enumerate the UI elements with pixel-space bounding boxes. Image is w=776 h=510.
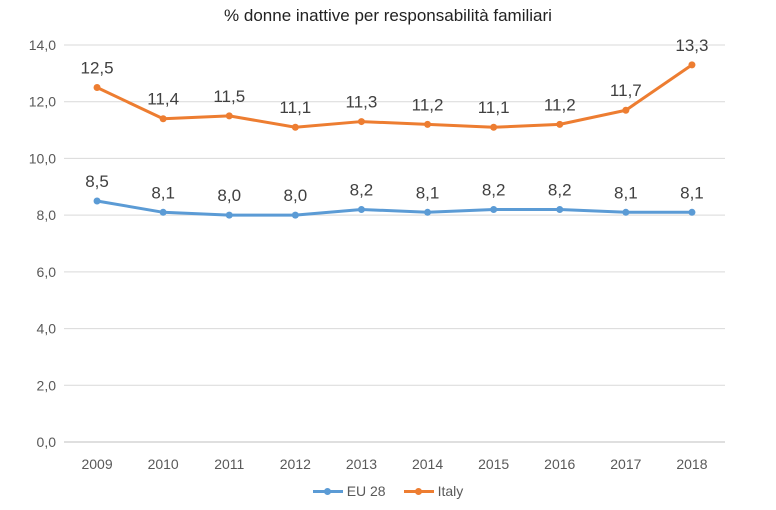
data-label-eu28: 8,0 [217,186,241,205]
data-label-italy: 11,2 [412,95,444,114]
x-tick-label: 2015 [478,456,509,472]
y-tick-label: 2,0 [37,377,57,393]
x-tick-label: 2014 [412,456,443,472]
data-label-italy: 11,7 [610,81,642,100]
data-point-eu28 [556,205,564,213]
x-tick-label: 2017 [610,456,641,472]
data-point-eu28 [688,208,696,216]
chart-title: % donne inattive per responsabilità fami… [224,6,552,25]
legend-label-italy: Italy [437,483,464,499]
x-tick-label: 2016 [544,456,575,472]
data-label-eu28: 8,0 [284,186,308,205]
data-point-italy [622,106,630,114]
data-point-italy [93,84,101,92]
data-point-eu28 [93,197,101,205]
data-point-eu28 [424,208,432,216]
x-tick-label: 2010 [148,456,179,472]
y-tick-label: 12,0 [29,94,56,110]
data-label-italy: 12,5 [81,59,114,78]
data-label-eu28: 8,1 [416,183,440,202]
data-label-italy: 11,1 [478,98,510,117]
x-tick-label: 2012 [280,456,311,472]
x-tick-label: 2011 [214,456,244,472]
data-point-italy [490,123,498,131]
legend-swatch-italy [403,485,434,497]
data-label-italy: 11,5 [213,87,245,106]
legend: EU 28 Italy [0,483,776,499]
legend-item-eu28: EU 28 [312,483,386,499]
data-point-italy [225,112,233,120]
y-tick-label: 10,0 [29,150,56,166]
data-label-eu28: 8,2 [548,180,572,199]
x-tick-label: 2018 [676,456,707,472]
data-label-italy: 11,2 [544,95,576,114]
legend-item-italy: Italy [403,483,464,499]
x-tick-label: 2009 [81,456,112,472]
data-label-eu28: 8,5 [85,172,109,191]
data-point-italy [291,123,299,131]
data-point-italy [159,115,167,123]
y-tick-label: 8,0 [37,207,57,223]
legend-label-eu28: EU 28 [346,483,386,499]
x-tick-label: 2013 [346,456,377,472]
data-label-italy: 11,4 [147,90,179,109]
data-label-eu28: 8,1 [614,183,638,202]
legend-swatch-eu28 [312,485,343,497]
y-tick-label: 4,0 [37,321,57,337]
data-label-eu28: 8,1 [680,183,704,202]
series-line-eu28 [95,199,694,217]
data-point-eu28 [622,208,630,216]
series-line-italy [95,63,694,129]
data-point-eu28 [490,205,498,213]
data-point-eu28 [159,208,167,216]
data-label-italy: 11,3 [346,93,378,112]
data-point-italy [424,120,432,128]
data-point-italy [357,118,365,126]
data-label-eu28: 8,2 [482,180,506,199]
data-label-italy: 11,1 [279,98,311,117]
data-point-italy [688,61,696,69]
data-label-eu28: 8,1 [151,183,175,202]
data-point-eu28 [357,205,365,213]
y-tick-label: 6,0 [37,264,57,280]
data-label-eu28: 8,2 [350,180,374,199]
data-label-italy: 13,3 [675,36,708,55]
data-point-italy [556,120,564,128]
data-point-eu28 [291,211,299,219]
data-point-eu28 [225,211,233,219]
y-tick-label: 0,0 [37,434,57,450]
y-tick-label: 14,0 [29,37,56,53]
